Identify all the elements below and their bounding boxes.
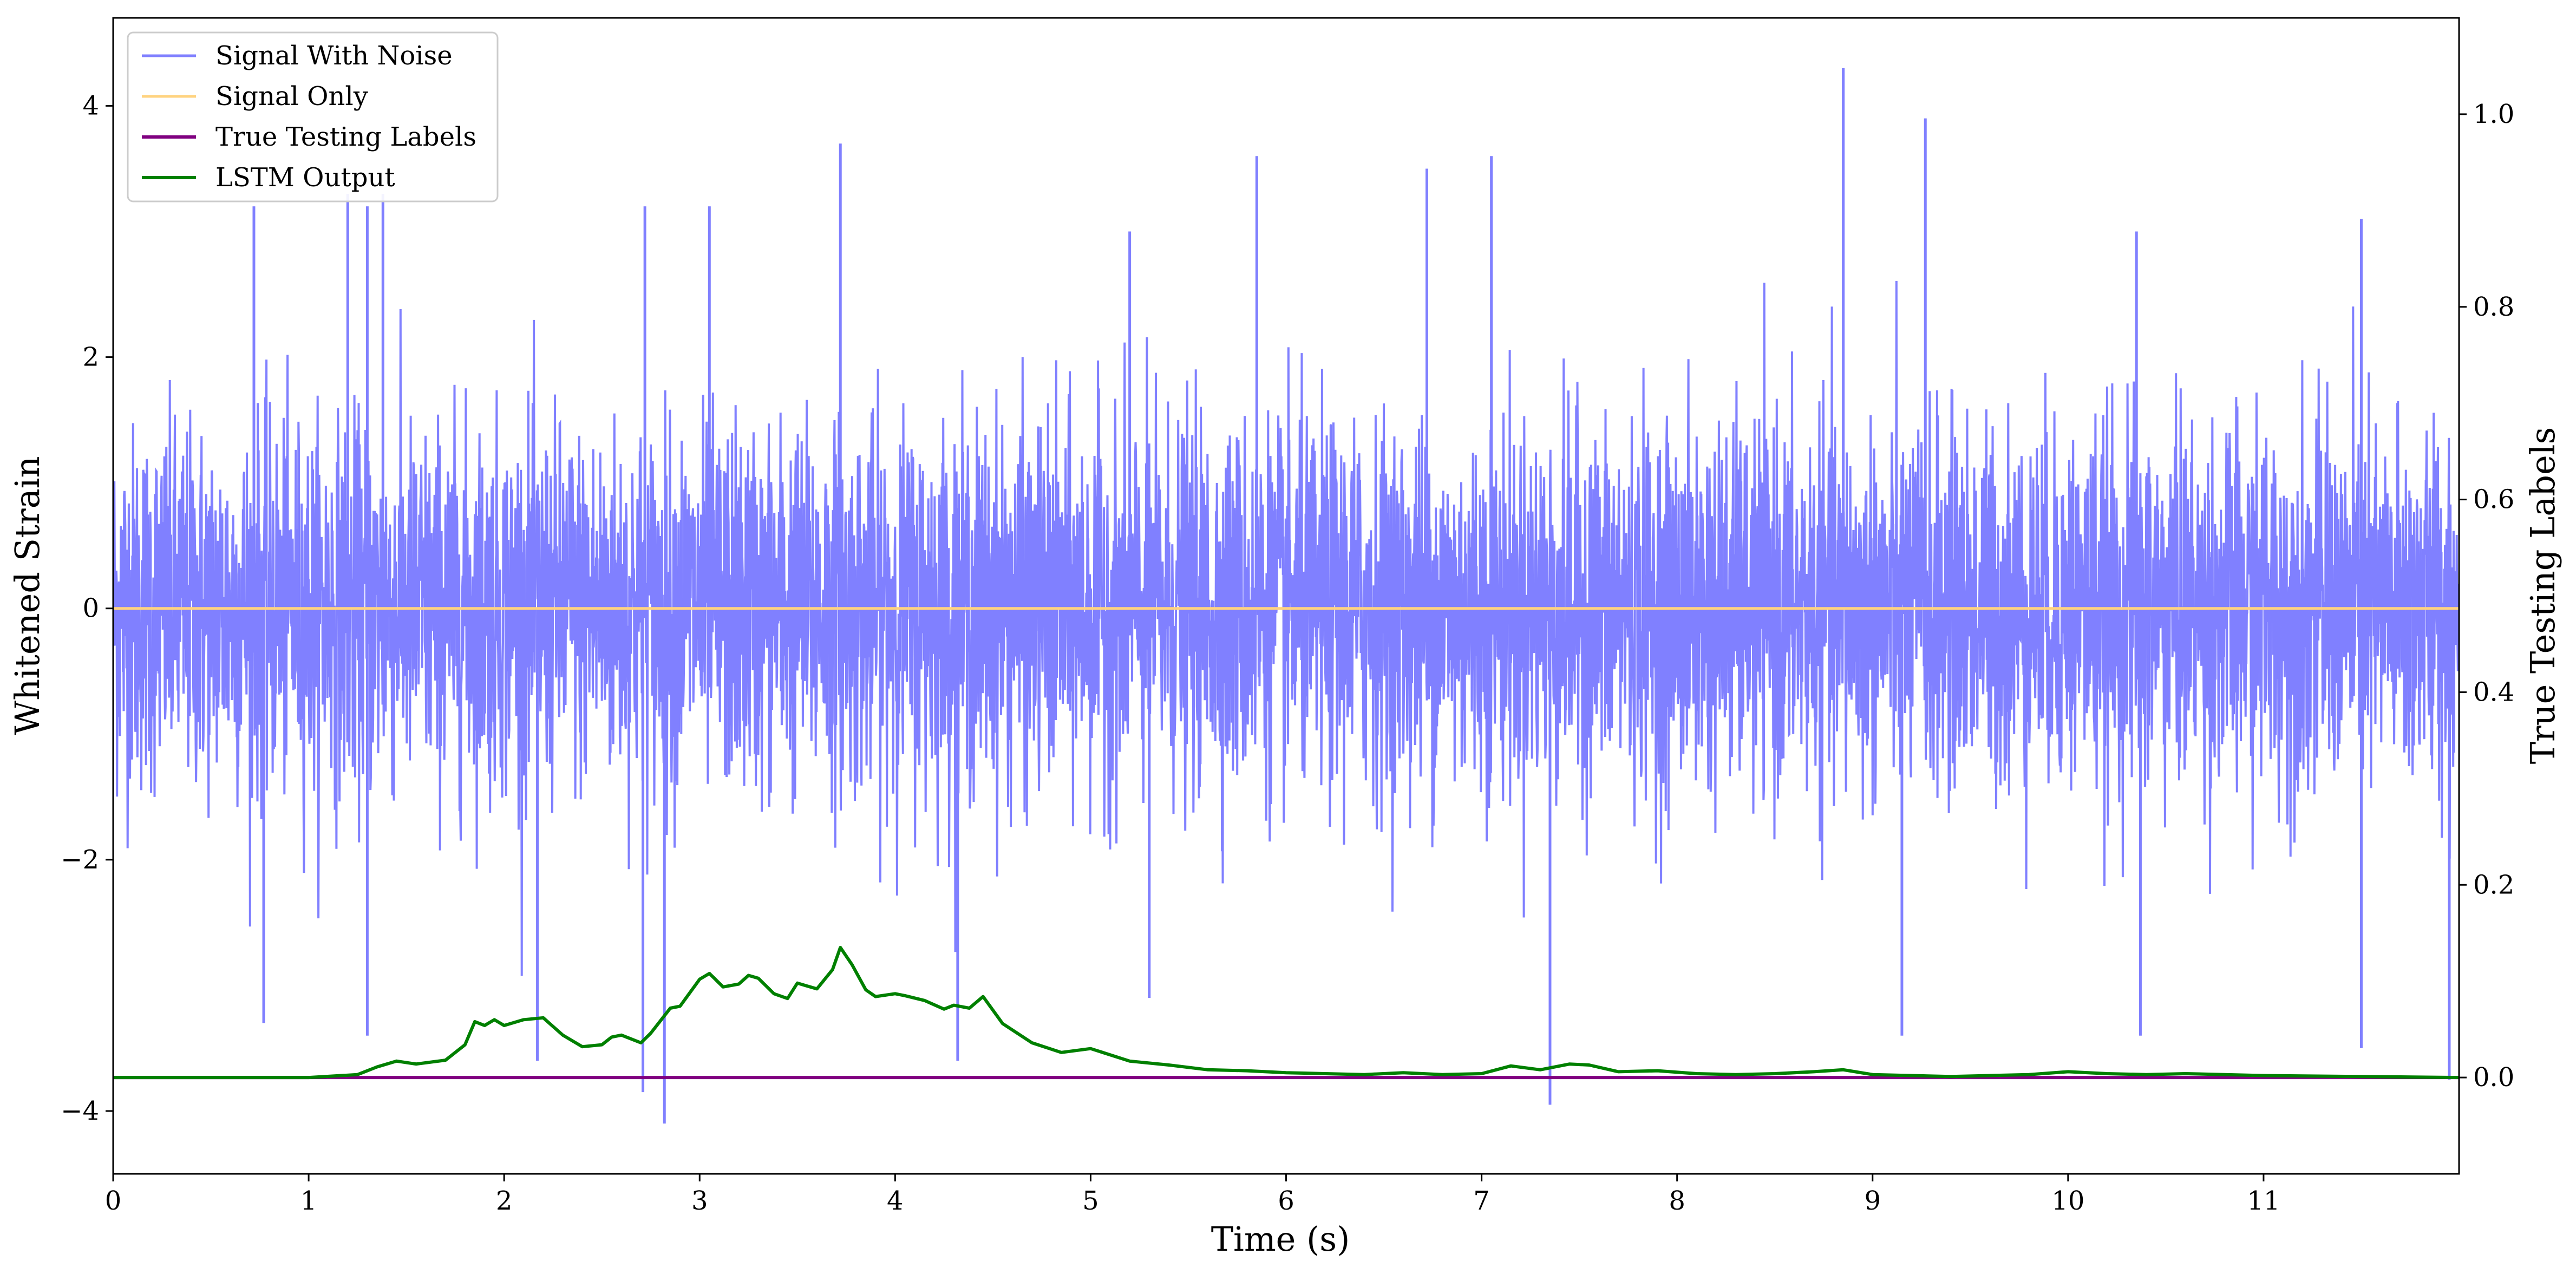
legend-label: Signal Only bbox=[215, 81, 368, 112]
legend-label: True Testing Labels bbox=[215, 122, 476, 152]
y-tick-label: −4 bbox=[61, 1096, 99, 1126]
y-right-tick-label: 1.0 bbox=[2473, 99, 2514, 129]
legend-label: Signal With Noise bbox=[215, 41, 453, 71]
x-tick-label: 5 bbox=[1082, 1186, 1099, 1216]
x-axis: 0 1 2 3 4 5 6 7 8 9 10 11 bbox=[105, 1174, 2280, 1216]
y-right-tick-label: 0.8 bbox=[2473, 292, 2514, 322]
y-tick-label: −2 bbox=[61, 845, 99, 875]
x-tick-label: 9 bbox=[1864, 1186, 1881, 1216]
x-tick-label: 10 bbox=[2051, 1186, 2084, 1216]
noise-spikes bbox=[252, 68, 2451, 1124]
x-tick-label: 3 bbox=[691, 1186, 708, 1216]
y-axis-right: 0.0 0.2 0.4 0.6 0.8 1.0 bbox=[2459, 99, 2514, 1093]
y-tick-label: 4 bbox=[82, 90, 99, 121]
y-tick-label: 0 bbox=[82, 593, 99, 624]
series-signal-with-noise bbox=[113, 280, 2459, 976]
x-tick-label: 8 bbox=[1669, 1186, 1685, 1216]
x-axis-title: Time (s) bbox=[1211, 1219, 1350, 1259]
x-tick-label: 11 bbox=[2247, 1186, 2280, 1216]
y-axis-right-title: True Testing Labels bbox=[2523, 427, 2562, 765]
x-tick-label: 4 bbox=[887, 1186, 904, 1216]
y-tick-label: 2 bbox=[82, 342, 99, 373]
y-right-tick-label: 0.2 bbox=[2473, 870, 2514, 900]
y-axis-title: Whitened Strain bbox=[8, 456, 47, 735]
x-tick-label: 1 bbox=[300, 1186, 317, 1216]
plot-area bbox=[113, 68, 2459, 1124]
x-tick-label: 7 bbox=[1473, 1186, 1490, 1216]
legend-box bbox=[127, 31, 499, 202]
y-right-tick-label: 0.6 bbox=[2473, 485, 2514, 515]
y-right-tick-label: 0.4 bbox=[2473, 677, 2514, 707]
legend: Signal With Noise Signal Only True Testing… bbox=[127, 31, 499, 202]
y-right-tick-label: 0.0 bbox=[2473, 1062, 2514, 1093]
series-lstm-output bbox=[113, 945, 2459, 1080]
x-tick-label: 0 bbox=[105, 1186, 122, 1216]
legend-label: LSTM Output bbox=[215, 162, 395, 193]
y-axis-left: −4 −2 0 2 4 bbox=[61, 90, 113, 1126]
x-tick-label: 2 bbox=[496, 1186, 513, 1216]
x-tick-label: 6 bbox=[1278, 1186, 1294, 1216]
